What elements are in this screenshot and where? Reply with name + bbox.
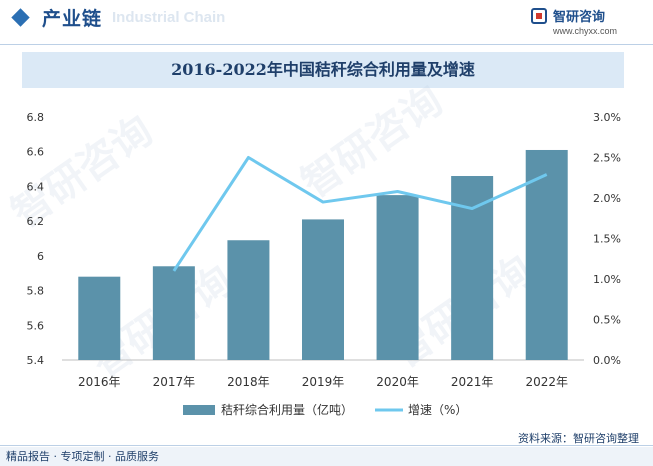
bar — [451, 176, 494, 360]
tagline: 精品报告 · 专项定制 · 品质服务 — [0, 447, 653, 466]
y-left-tick-label: 6.8 — [27, 111, 45, 124]
y-right-tick-label: 2.0% — [593, 192, 621, 205]
logo-url: www.chyxx.com — [553, 26, 618, 36]
bar — [78, 276, 121, 360]
x-tick-label: 2021年 — [451, 375, 494, 389]
logo-name: 智研咨询 — [553, 10, 606, 25]
x-tick-label: 2017年 — [153, 375, 196, 389]
legend-label-bar: 秸秆综合利用量（亿吨） — [221, 402, 353, 417]
bar — [227, 240, 270, 360]
header-divider — [0, 44, 653, 45]
logo-icon — [531, 8, 547, 24]
x-tick-label: 2018年 — [227, 375, 270, 389]
source-note: 资料来源：智研咨询整理 — [518, 432, 639, 445]
growth-line — [172, 156, 548, 272]
y-left-tick-label: 5.6 — [27, 319, 45, 332]
chart-title: 2016-2022年中国秸秆综合利用量及增速 — [22, 52, 624, 88]
bar — [152, 266, 195, 360]
y-left-tick-label: 5.8 — [27, 285, 45, 298]
header: 产业链 Industrial Chain 智研咨询 www.chyxx.com — [0, 0, 653, 44]
x-tick-label: 2019年 — [302, 375, 345, 389]
x-tick-label: 2016年 — [78, 375, 121, 389]
bar — [525, 149, 568, 360]
y-right-tick-label: 1.0% — [593, 273, 621, 286]
x-tick-label: 2022年 — [525, 375, 568, 389]
y-right-tick-label: 0.0% — [593, 354, 621, 367]
y-right-tick-label: 2.5% — [593, 152, 621, 165]
y-left-tick-label: 5.4 — [27, 354, 45, 367]
y-left-tick-label: 6 — [37, 250, 44, 263]
y-left-tick-label: 6.2 — [27, 215, 45, 228]
y-right-tick-label: 1.5% — [593, 233, 621, 246]
logo[interactable]: 智研咨询 www.chyxx.com — [531, 6, 641, 42]
y-right-tick-label: 0.5% — [593, 314, 621, 327]
footer-divider — [0, 445, 653, 446]
bar — [302, 219, 344, 360]
x-tick-label: 2020年 — [376, 375, 419, 389]
legend-swatch-bar — [183, 405, 215, 415]
watermark-text: Industrial Chain — [112, 9, 226, 26]
y-left-tick-label: 6.6 — [27, 146, 45, 159]
y-right-tick-label: 3.0% — [593, 111, 621, 124]
legend-label-line: 增速（%） — [408, 403, 467, 417]
section-title: 产业链 — [42, 8, 103, 30]
bar — [376, 195, 419, 360]
y-left-tick-label: 6.4 — [27, 180, 45, 193]
